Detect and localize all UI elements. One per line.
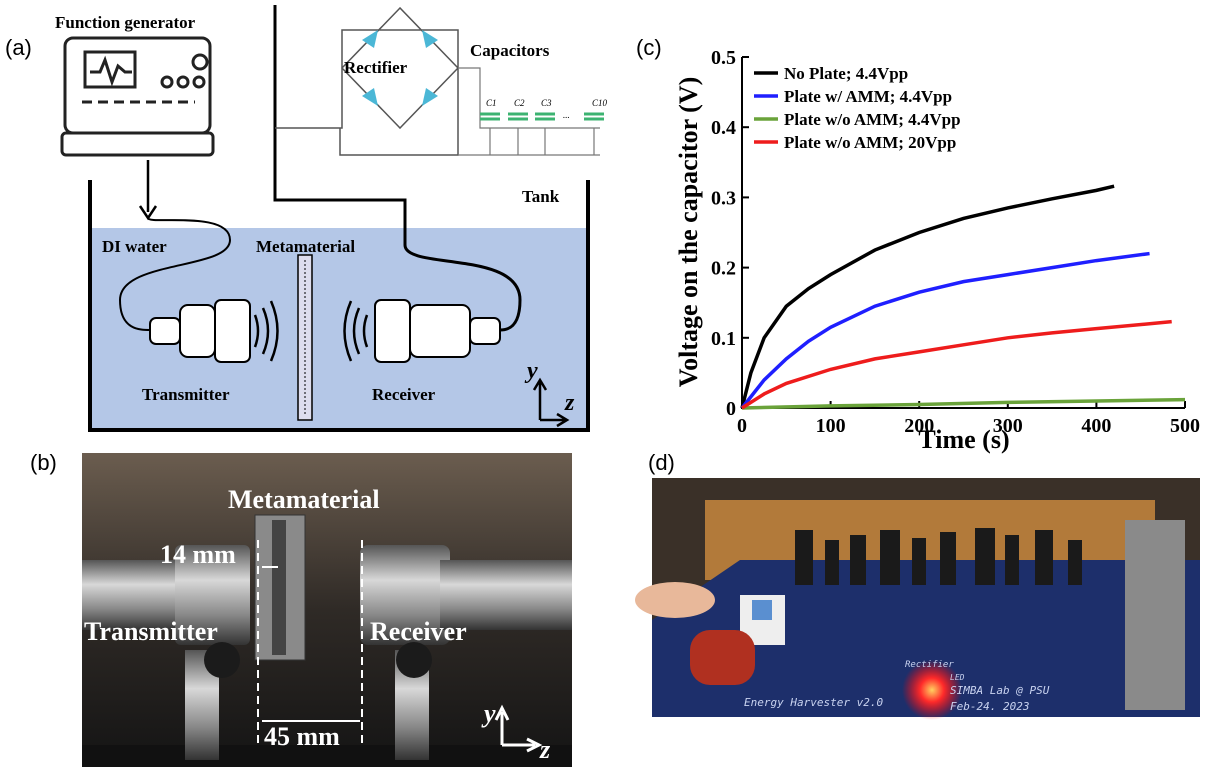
line xyxy=(742,400,1185,408)
capacitor-label: ... xyxy=(563,110,570,120)
pcb-text: SIMBA Lab @ PSU xyxy=(950,684,1050,697)
y-tick-label: 0.5 xyxy=(711,47,736,69)
label: Receiver xyxy=(372,385,436,404)
x-tick-label: 200 xyxy=(904,415,934,437)
pcb-text: LED xyxy=(950,673,965,682)
photo-label: 14 mm xyxy=(160,540,236,569)
label: DI water xyxy=(102,237,167,256)
photo-label: Receiver xyxy=(370,617,467,646)
capacitor-label: C2 xyxy=(514,98,525,108)
y-tick-label: 0 xyxy=(726,398,736,420)
label: Function generator xyxy=(55,13,196,32)
photo-label: Metamaterial xyxy=(228,485,380,514)
photo: Rectifier Energy Harvester v2.0 SIMBA La… xyxy=(635,478,1200,720)
rectifier-circuit xyxy=(275,8,458,155)
x-tick-label: 0 xyxy=(737,415,747,437)
label: Metamaterial xyxy=(256,237,355,256)
capacitor-label: C1 xyxy=(486,98,497,108)
y-tick-label: 0.2 xyxy=(711,258,736,280)
chart: Time (s) Voltage on the capacitor (V) 00… xyxy=(674,47,1200,454)
legend-label: No Plate; 4.4Vpp xyxy=(784,64,908,83)
label: Rectifier xyxy=(344,58,408,77)
label: Tank xyxy=(522,187,560,206)
panel-label: (c) xyxy=(636,35,662,60)
capacitor-label: C10 xyxy=(592,98,608,108)
axis-label: z xyxy=(564,390,575,416)
photo-label: Transmitter xyxy=(84,617,218,646)
diagram: C1 C2 C3 ... C10 Function generator Rect… xyxy=(55,5,608,430)
legend-label: Plate w/o AMM; 4.4Vpp xyxy=(784,110,961,129)
photo-label: y xyxy=(481,699,496,728)
photo-label: z xyxy=(539,735,551,764)
panel-label: (a) xyxy=(5,35,32,60)
photo-label: 45 mm xyxy=(264,722,340,751)
y-axis-label: Voltage on the capacitor (V) xyxy=(674,77,703,388)
capacitors xyxy=(480,114,604,119)
panel-label: (d) xyxy=(648,450,675,475)
x-tick-label: 500 xyxy=(1170,415,1200,437)
y-tick-label: 0.4 xyxy=(711,117,736,139)
photo: Metamaterial 14 mm Transmitter Receiver … xyxy=(82,453,572,767)
figure: (a) (b) (c) (d) C1 C2 C3 ... C10 Funct xyxy=(0,0,1212,767)
pcb-text: Energy Harvester v2.0 xyxy=(744,696,883,709)
x-tick-label: 100 xyxy=(816,415,846,437)
line xyxy=(742,186,1114,408)
pcb-text: Rectifier xyxy=(905,660,954,670)
x-tick-label: 300 xyxy=(993,415,1023,437)
pcb-text: Feb-24. 2023 xyxy=(950,700,1029,713)
line xyxy=(742,322,1172,408)
label: Transmitter xyxy=(142,385,230,404)
legend-label: Plate w/o AMM; 20Vpp xyxy=(784,133,956,152)
y-tick-label: 0.3 xyxy=(711,187,736,209)
x-tick-label: 400 xyxy=(1081,415,1111,437)
legend-label: Plate w/ AMM; 4.4Vpp xyxy=(784,87,952,106)
function-generator-icon xyxy=(62,38,213,155)
panel-label: (b) xyxy=(30,450,57,475)
capacitor-wires xyxy=(458,68,600,155)
axis-label: y xyxy=(524,358,538,384)
y-tick-label: 0.1 xyxy=(711,328,736,350)
capacitor-label: C3 xyxy=(541,98,552,108)
label: Capacitors xyxy=(470,41,550,60)
